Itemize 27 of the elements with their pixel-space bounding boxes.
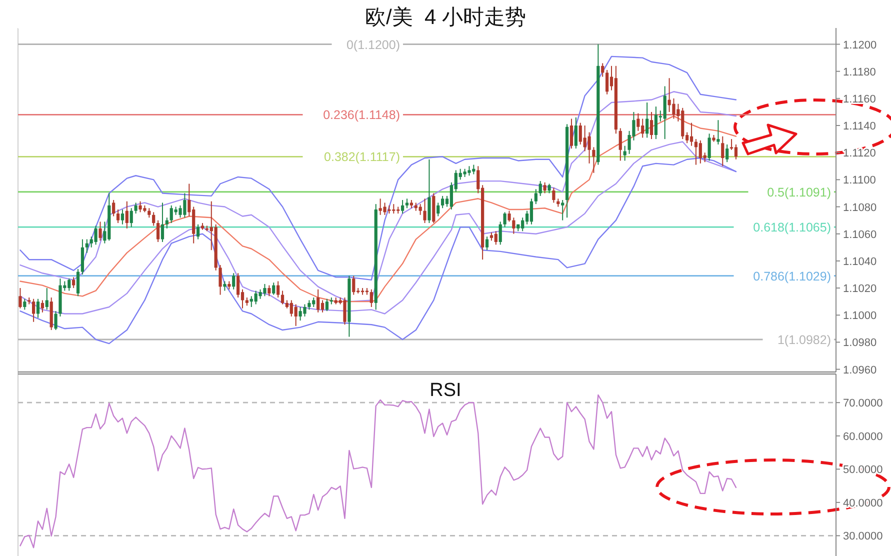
ref-line-label: 0.5(1.1091) xyxy=(767,185,831,200)
y-tick-label: 1.1160 xyxy=(843,93,876,106)
y-tick-label: 30.0000 xyxy=(843,530,883,543)
line-series xyxy=(20,56,737,281)
y-tick-label: 1.1020 xyxy=(843,283,877,296)
ref-line-label: 0.786(1.1029) xyxy=(753,269,831,284)
y-tick-label: 1.1100 xyxy=(843,174,876,187)
y-tick-label: 1.1060 xyxy=(843,228,877,241)
line-series xyxy=(20,141,737,314)
ref-line-label: 1(1.0982) xyxy=(777,333,831,347)
y-tick-label: 1.1200 xyxy=(843,39,877,52)
ref-line-label: 0(1.1200) xyxy=(346,38,400,52)
y-tick-label: 1.1140 xyxy=(843,120,876,133)
chart-title: RSI xyxy=(430,380,462,401)
y-tick-label: 1.0960 xyxy=(843,364,877,376)
y-tick-label: 1.1040 xyxy=(843,256,877,268)
y-tick-label: 70.0000 xyxy=(843,398,883,410)
y-tick-label: 1.1080 xyxy=(843,202,877,214)
y-tick-label: 1.1000 xyxy=(843,310,877,322)
ref-line-label: 0.236(1.1148) xyxy=(323,108,400,122)
y-tick-label: 1.0980 xyxy=(843,337,877,350)
y-tick-label: 1.1180 xyxy=(843,66,876,78)
ref-line-label: 0.618(1.1065) xyxy=(753,220,831,235)
chart-title: 欧/美 4 小时走势 xyxy=(364,6,526,29)
ref-line-label: 0.382(1.1117) xyxy=(324,150,400,164)
y-tick-label: 60.0000 xyxy=(843,430,883,443)
y-tick-label: 1.1120 xyxy=(843,148,876,160)
